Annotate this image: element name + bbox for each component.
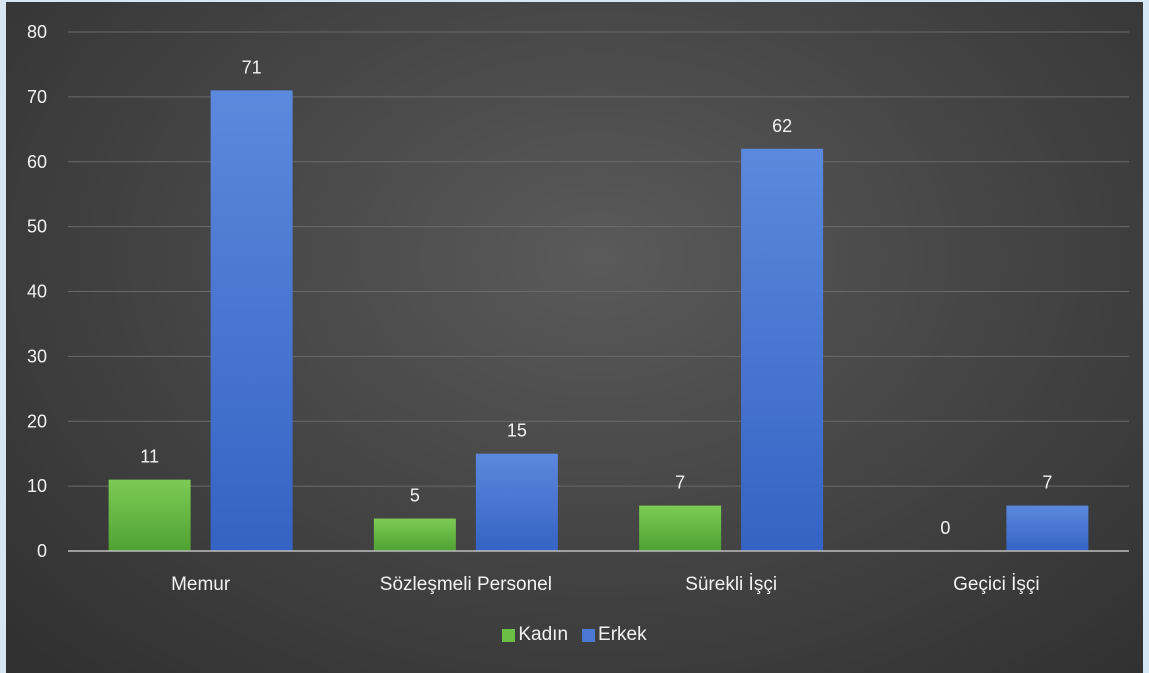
data-label-erkek: 71 [242, 57, 262, 77]
legend-swatch-erkek [582, 628, 596, 642]
legend-item-kadin: Kadın [502, 624, 568, 646]
chart-area [6, 2, 1143, 673]
bar-kadin [639, 505, 722, 551]
y-tick-label: 50 [27, 217, 47, 237]
x-category-label: Memur [171, 574, 231, 595]
bar-erkek [1006, 505, 1089, 551]
y-tick-label: 10 [27, 476, 47, 496]
y-tick-label: 20 [27, 411, 47, 431]
data-label-erkek: 15 [507, 421, 527, 441]
data-label-kadin: 0 [940, 518, 950, 538]
legend-label-kadin: Kadın [518, 624, 569, 645]
legend-item-erkek: Erkek [582, 624, 647, 646]
y-tick-label: 30 [27, 346, 47, 366]
x-category-label: Sürekli İşçi [685, 574, 777, 595]
y-tick-label: 0 [37, 541, 47, 561]
y-tick-label: 80 [27, 22, 47, 42]
x-category-label: Geçici İşçi [953, 574, 1040, 595]
data-label-kadin: 5 [410, 486, 420, 506]
bar-erkek [741, 148, 824, 551]
data-label-kadin: 7 [675, 473, 685, 493]
bar-erkek [210, 90, 293, 551]
y-tick-label: 40 [27, 282, 47, 302]
legend: Kadın Erkek [0, 624, 1149, 646]
bar-erkek [475, 453, 558, 551]
data-label-erkek: 62 [772, 116, 792, 136]
y-tick-label: 70 [27, 87, 47, 107]
legend-label-erkek: Erkek [598, 624, 647, 645]
y-tick-label: 60 [27, 152, 47, 172]
x-category-label: Sözleşmeli Personel [380, 574, 552, 595]
bar-kadin [373, 518, 456, 551]
bar-kadin [108, 479, 191, 551]
data-label-erkek: 7 [1042, 473, 1052, 493]
legend-swatch-kadin [502, 628, 516, 642]
data-label-kadin: 11 [140, 447, 159, 467]
